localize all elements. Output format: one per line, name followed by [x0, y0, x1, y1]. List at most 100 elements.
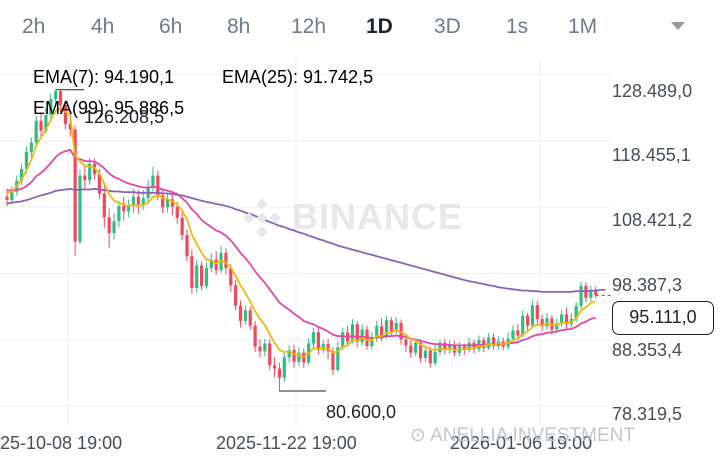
- current-price-label: 95.111,0: [612, 301, 714, 335]
- candle-body: [253, 325, 257, 347]
- candle-body: [49, 98, 53, 115]
- candle-body: [404, 339, 408, 346]
- candle-body: [5, 196, 9, 201]
- tab-6h[interactable]: 6h: [159, 15, 183, 38]
- candle-body: [272, 365, 277, 369]
- candle-body: [287, 350, 291, 358]
- candle-body: [151, 175, 155, 187]
- candle-body: [564, 314, 569, 325]
- candle-body: [579, 285, 583, 306]
- candle-body: [394, 322, 398, 332]
- candle-body: [209, 259, 213, 269]
- candle-body: [399, 322, 403, 340]
- candle-body: [355, 324, 359, 343]
- candle-body: [229, 268, 233, 286]
- tab-2h[interactable]: 2h: [22, 15, 46, 38]
- candle-body: [263, 343, 267, 352]
- candle-body: [83, 175, 87, 181]
- credit-watermark: ⊙ ANELLIA INVESTMENT: [410, 425, 635, 446]
- candle-body: [136, 196, 140, 205]
- candle-body: [316, 332, 320, 351]
- candle-body: [112, 221, 116, 234]
- candle-body: [190, 256, 194, 288]
- candle-body: [224, 252, 228, 269]
- chevron-down-icon[interactable]: [671, 22, 685, 30]
- candle-body: [97, 174, 102, 194]
- tab-3d[interactable]: 3D: [434, 15, 461, 38]
- candle-body: [521, 315, 525, 336]
- candles: [5, 89, 598, 391]
- tab-1d[interactable]: 1D: [366, 15, 393, 38]
- candle-body: [389, 320, 393, 332]
- tab-4h[interactable]: 4h: [91, 15, 115, 38]
- candle-body: [487, 337, 491, 349]
- candle-body: [29, 142, 33, 152]
- high-annotation: 126.208,5: [84, 107, 165, 127]
- candle-body: [24, 151, 29, 169]
- candle-body: [73, 129, 77, 242]
- candle-body: [34, 120, 38, 143]
- candle-body: [462, 346, 466, 351]
- candle-body: [107, 217, 111, 234]
- candle-body: [545, 318, 549, 327]
- candle-body: [384, 320, 389, 337]
- candle-body: [297, 352, 301, 362]
- candle-body: [78, 175, 82, 242]
- candle-body: [243, 310, 247, 321]
- binance-logo-icon: [243, 198, 281, 238]
- candle-body: [248, 310, 252, 326]
- candle-body: [331, 351, 335, 370]
- candle-body: [234, 285, 238, 306]
- candle-body: [141, 198, 145, 205]
- candle-body: [409, 345, 413, 353]
- candle-body: [414, 342, 418, 353]
- date-tick: 2025-11-22 19:00: [216, 433, 357, 453]
- candle-body: [156, 175, 160, 196]
- candle-body: [268, 343, 272, 366]
- timeframe-tabs: 2h 4h 6h 8h 12h 1D 3D 1s 1M: [0, 0, 720, 58]
- candle-body: [511, 330, 515, 339]
- candle-body: [560, 314, 564, 324]
- watermark: BINANCE: [292, 196, 464, 237]
- candle-body: [122, 206, 126, 212]
- candle-body: [530, 305, 535, 326]
- date-tick: 2026-01-06 19:00: [450, 433, 593, 453]
- tab-1s[interactable]: 1s: [506, 15, 529, 38]
- candle-body: [63, 104, 67, 125]
- candle-body: [214, 259, 218, 271]
- candle-body: [423, 350, 427, 358]
- ema25-line: [6, 148, 596, 347]
- candle-body: [39, 120, 43, 131]
- candle-body: [589, 289, 593, 298]
- candle-body: [185, 235, 189, 257]
- price-tick: 118.455,1: [612, 145, 691, 165]
- candle-body: [117, 206, 121, 222]
- candle-body: [161, 195, 165, 208]
- candle-body: [467, 342, 471, 351]
- candle-body: [380, 326, 384, 337]
- tab-12h[interactable]: 12h: [291, 15, 327, 38]
- candle-body: [491, 337, 496, 347]
- candle-body: [550, 318, 554, 330]
- candle-body: [336, 347, 340, 370]
- candle-body: [302, 352, 306, 363]
- low-annotation: 80.600,0: [326, 402, 397, 422]
- candle-body: [165, 199, 170, 208]
- candle-body: [258, 346, 262, 352]
- candle-body: [68, 124, 72, 130]
- tab-1m[interactable]: 1M: [568, 15, 598, 38]
- candle-body: [540, 318, 544, 327]
- candle-body: [170, 199, 175, 207]
- candle-body: [443, 342, 447, 351]
- candle-body: [238, 305, 243, 321]
- candle-body: [321, 344, 325, 351]
- candle-body: [370, 338, 374, 347]
- candle-body: [438, 342, 442, 353]
- ema25-label: EMA(25): 91.742,5: [222, 67, 374, 87]
- candle-body: [428, 350, 432, 364]
- ema99-label: EMA(99): 95.886,5: [33, 98, 185, 118]
- candle-body: [58, 91, 63, 105]
- candle-body: [375, 326, 379, 339]
- tab-8h[interactable]: 8h: [227, 15, 251, 38]
